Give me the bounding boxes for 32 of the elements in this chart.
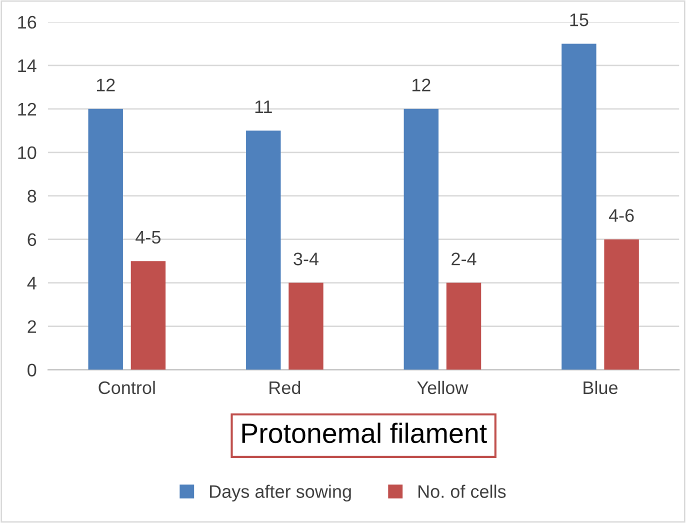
y-tick-label: 0 [28, 364, 36, 376]
y-tick-label: 14 [18, 60, 36, 72]
data-label: 15 [570, 14, 588, 26]
x-tick-label: Control [98, 380, 155, 394]
bar [562, 44, 596, 370]
bar [446, 282, 482, 370]
data-label: 12 [412, 78, 430, 92]
bar [604, 239, 639, 370]
bar [404, 108, 439, 370]
y-tick-label: 2 [28, 320, 36, 333]
x-axis-title: Protonemal filament [242, 422, 487, 444]
y-tick-label: 6 [28, 233, 36, 246]
legend-label: Days after sowing [210, 484, 351, 502]
data-label: 4-6 [608, 209, 634, 222]
data-label: 11 [255, 100, 272, 114]
bar [130, 261, 166, 370]
y-tick-label: 4 [27, 276, 36, 290]
y-tick-label: 8 [28, 190, 36, 203]
x-tick-label: Red [270, 380, 300, 394]
y-tick-label: 12 [18, 102, 36, 116]
bar [246, 130, 281, 370]
data-label: 2-4 [452, 252, 476, 266]
legend-label: No. of cells [418, 484, 506, 498]
x-tick-label: Blue [584, 380, 618, 394]
y-tick-label: 16 [18, 16, 36, 29]
data-label: 4-5 [136, 231, 161, 244]
data-label: 3-4 [294, 252, 319, 266]
bar [88, 108, 123, 370]
data-label: 12 [96, 78, 115, 92]
bar [288, 282, 324, 370]
x-tick-label: Yellow [417, 380, 468, 394]
y-tick-label: 10 [18, 146, 36, 160]
